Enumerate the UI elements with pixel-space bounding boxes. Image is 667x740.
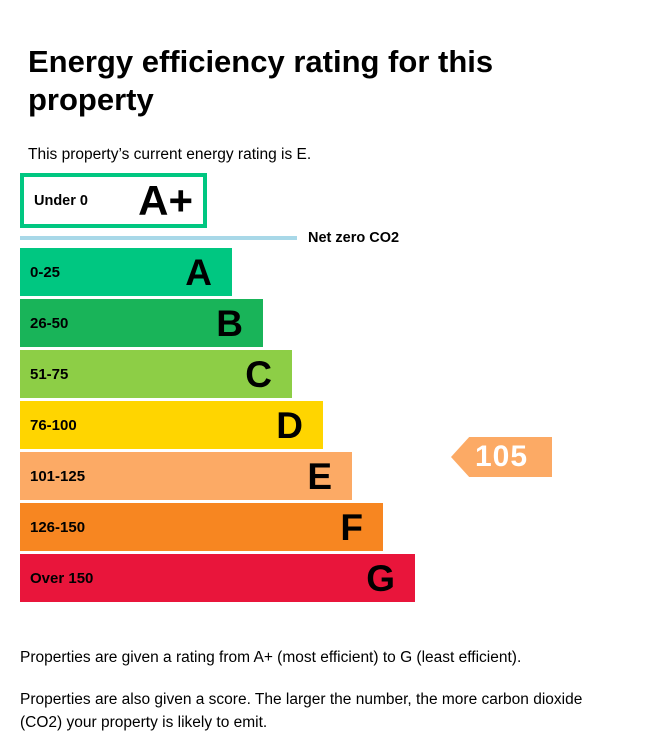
band-grade-letter: A+ — [138, 176, 193, 224]
rating-band-g: Over 150 G — [20, 554, 415, 602]
rating-band-f: 126-150 F — [20, 503, 383, 551]
band-range-label: 126-150 — [30, 518, 86, 536]
rating-bands: 0-25 A 26-50 B 51-75 C 76-100 D 101-125 E 126-150 F… — [20, 248, 415, 605]
band-range-label: 0-25 — [30, 263, 61, 281]
current-score-pointer: 105 — [451, 437, 552, 477]
band-grade-letter: B — [216, 302, 243, 344]
band-grade-letter: F — [340, 506, 363, 548]
band-a-plus: Under 0 A+ — [20, 173, 207, 228]
rating-band-a: 0-25 A — [20, 248, 232, 296]
rating-band-b: 26-50 B — [20, 299, 263, 347]
band-range-label: 51-75 — [30, 365, 69, 383]
band-range-label: Under 0 — [34, 192, 88, 209]
band-range-label: 26-50 — [30, 314, 69, 332]
rating-band-d: 76-100 D — [20, 401, 323, 449]
band-grade-letter: G — [366, 557, 395, 599]
band-range-label: 101-125 — [30, 467, 86, 485]
band-grade-letter: D — [276, 404, 303, 446]
score-explanation: Properties are also given a score. The l… — [20, 690, 583, 731]
band-range-label: Over 150 — [30, 569, 94, 587]
band-grade-letter: E — [307, 455, 332, 497]
band-range-label: 76-100 — [30, 416, 77, 434]
rating-explanation: Properties are given a rating from A+ (m… — [20, 648, 522, 666]
band-grade-letter: C — [245, 353, 272, 395]
energy-rating-chart: Under 0 A+ Net zero CO2 0-25 A 26-50 B 51-75… — [20, 173, 660, 603]
net-zero-label: Net zero CO2 — [308, 230, 400, 246]
page-title: Energy efficiency rating for this proper… — [28, 43, 494, 117]
current-score-value: 105 — [474, 440, 529, 473]
band-grade-letter: A — [185, 251, 212, 293]
net-zero-line — [20, 236, 297, 240]
rating-band-c: 51-75 C — [20, 350, 292, 398]
current-rating-text: This property’s current energy rating is… — [28, 145, 312, 163]
rating-band-e: 101-125 E — [20, 452, 352, 500]
